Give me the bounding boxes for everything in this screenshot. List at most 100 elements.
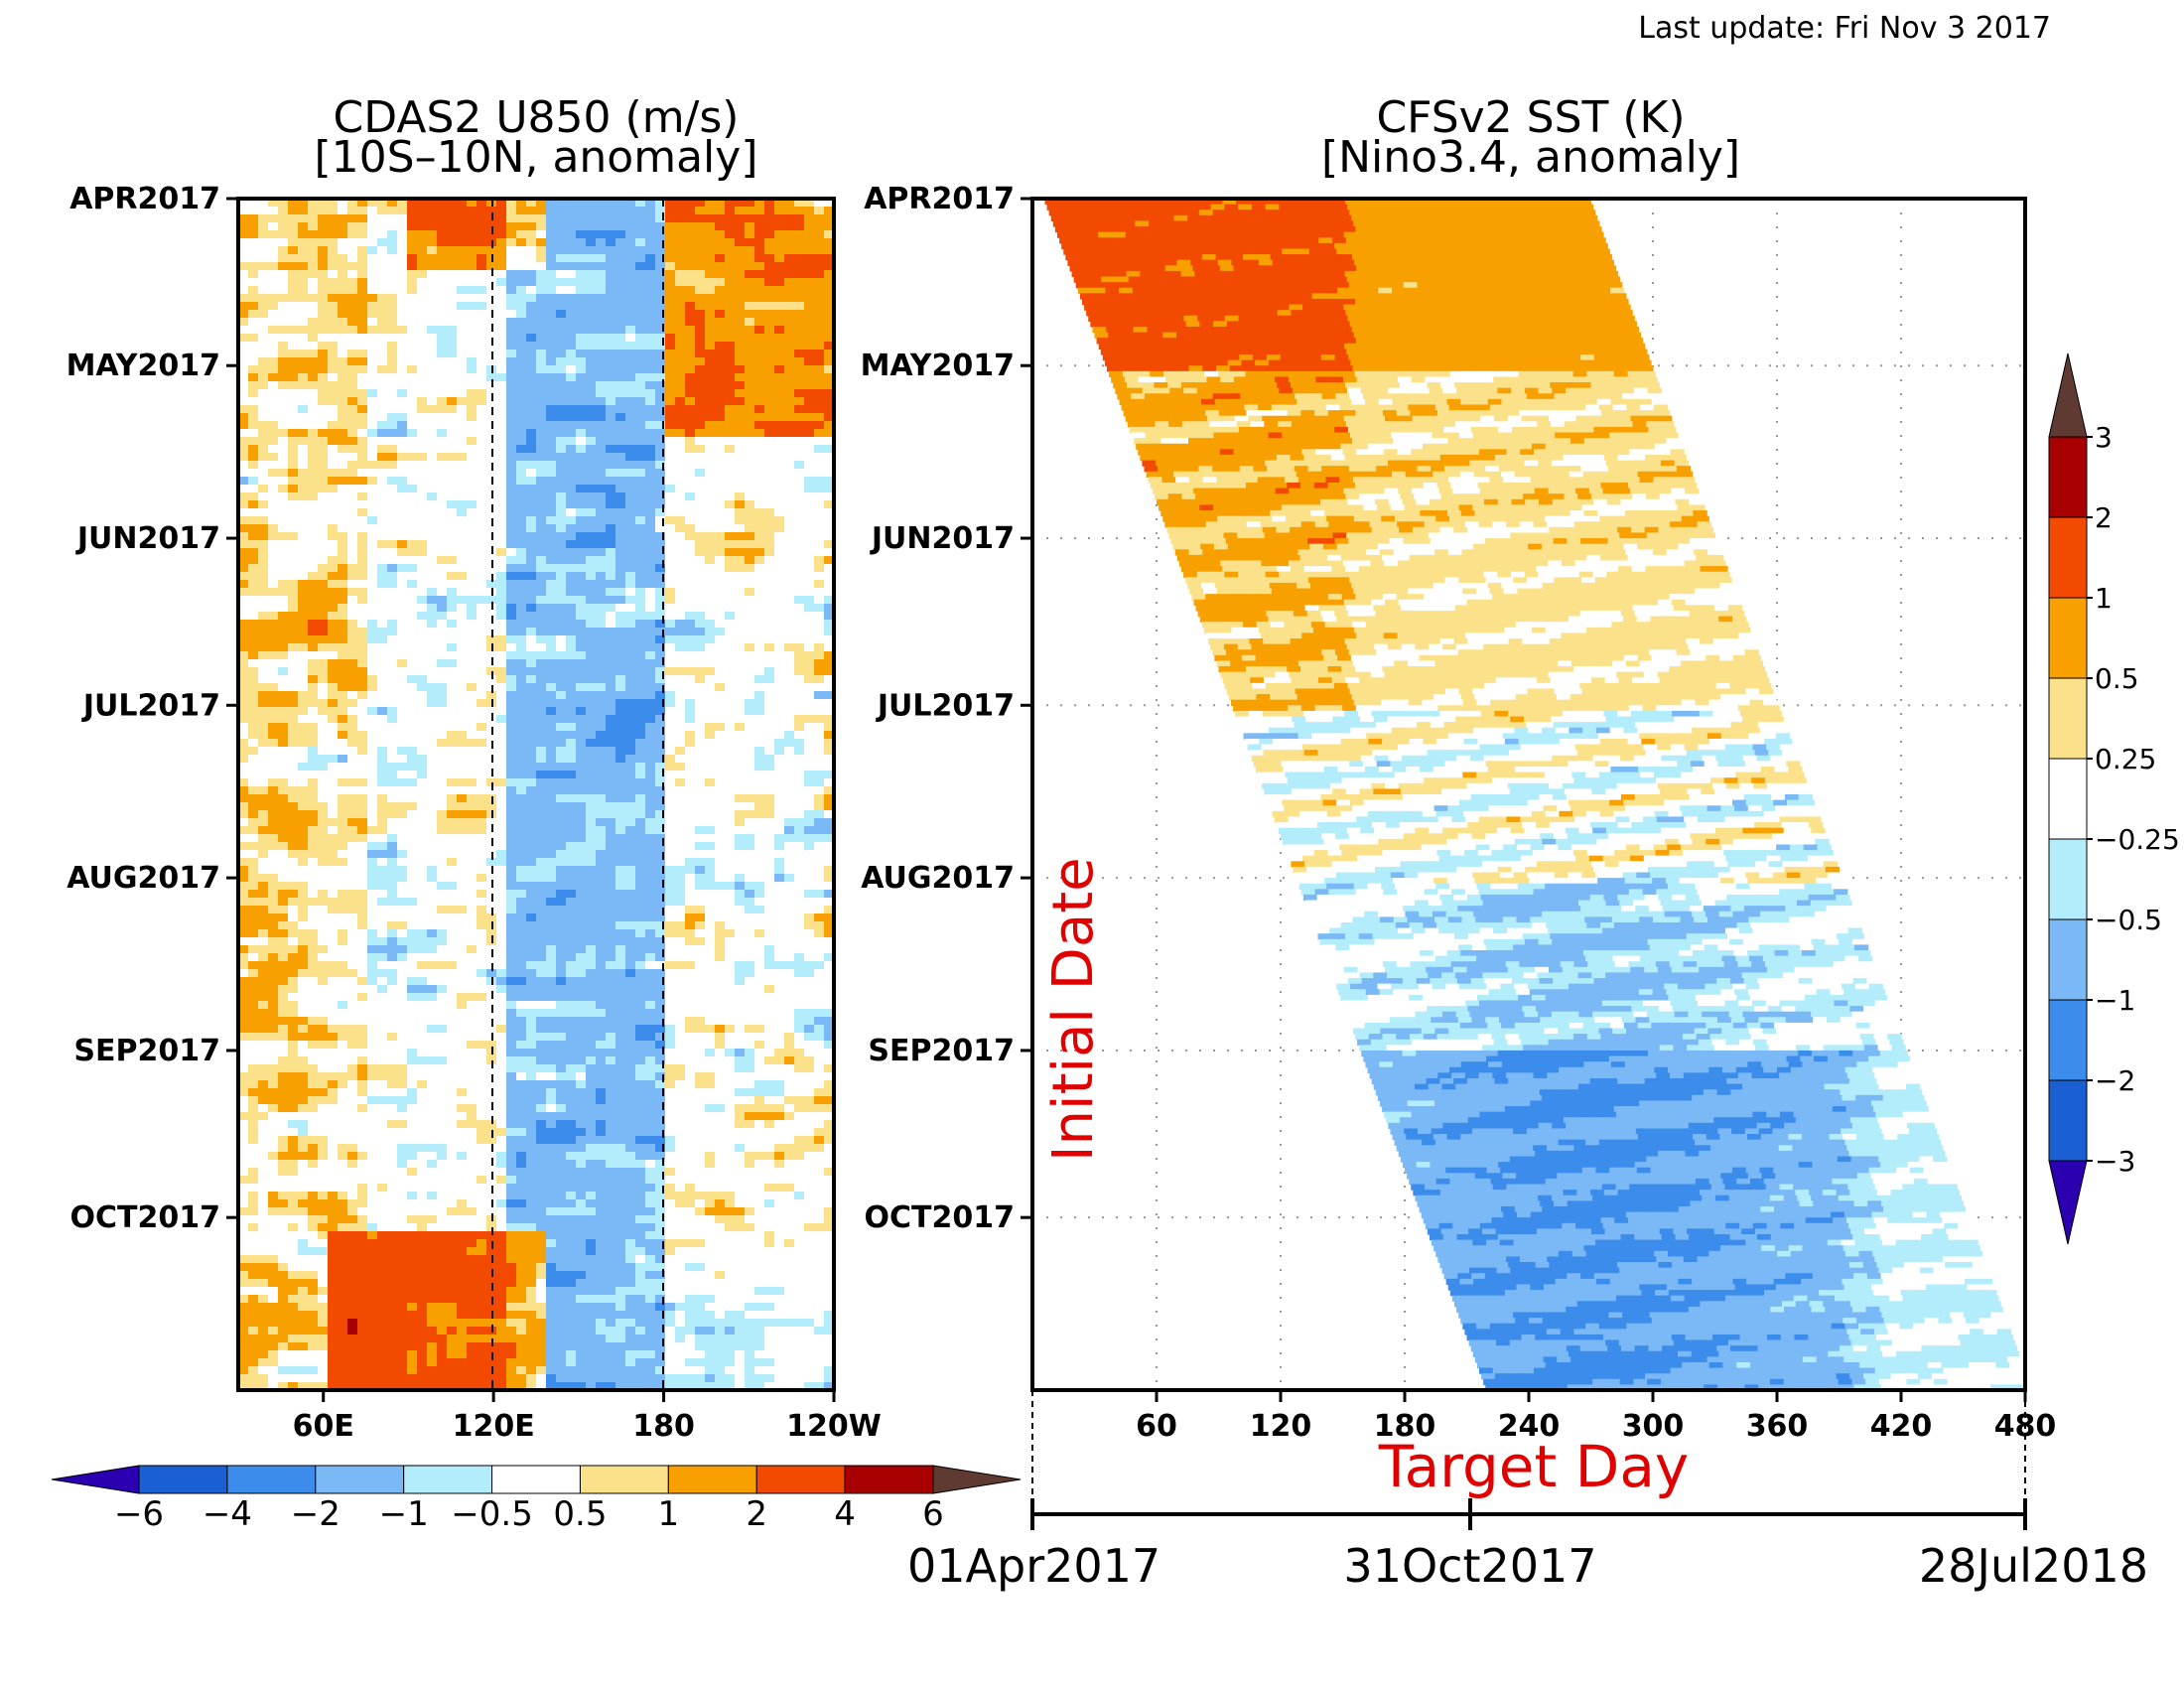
u850-cell — [308, 548, 319, 557]
u850-cell — [745, 731, 755, 740]
u850-cell — [606, 207, 616, 215]
u850-cell — [298, 254, 309, 263]
u850-cell — [675, 230, 686, 239]
u850-cell — [685, 628, 696, 636]
u850-cell — [596, 850, 607, 859]
u850-cell — [536, 683, 547, 692]
u850-cell — [596, 453, 607, 462]
u850-cell — [457, 508, 468, 517]
u850-cell — [417, 477, 428, 486]
u850-cell — [735, 572, 746, 581]
u850-cell — [804, 365, 815, 374]
u850-cell — [546, 675, 557, 684]
u850-cell — [457, 771, 468, 779]
u850-cell — [308, 572, 319, 581]
u850-cell — [318, 246, 329, 255]
u850-cell — [566, 238, 577, 247]
u850-cell — [675, 524, 686, 533]
u850-cell — [377, 318, 388, 327]
u850-cell — [338, 310, 348, 319]
u850-cell — [685, 199, 696, 208]
u850-cell — [278, 604, 289, 613]
u850-cell — [248, 707, 259, 716]
u850-cell — [606, 771, 616, 779]
u850-cell — [685, 691, 696, 700]
u850-cell — [258, 214, 269, 223]
u850-cell — [457, 453, 468, 462]
u850-cell — [417, 763, 428, 772]
u850-cell — [506, 508, 517, 517]
u850-cell — [308, 659, 319, 668]
u850-cell — [745, 207, 755, 215]
u850-cell — [248, 238, 259, 247]
u850-cell — [675, 707, 686, 716]
u850-cell — [268, 604, 279, 613]
u850-cell — [387, 405, 398, 414]
u850-cell — [774, 262, 785, 271]
u850-cell — [596, 326, 607, 335]
u850-cell — [695, 675, 706, 684]
u850-cell — [437, 207, 448, 215]
u850-cell — [387, 207, 398, 215]
u850-cell — [725, 604, 736, 613]
u850-cell — [278, 485, 289, 493]
u850-cell — [526, 612, 537, 621]
u850-cell — [397, 635, 408, 644]
u850-cell — [745, 771, 755, 779]
u850-cell — [814, 492, 825, 501]
u850-cell — [467, 810, 478, 819]
u850-cell — [238, 350, 249, 358]
u850-cell — [248, 429, 259, 438]
u850-cell — [318, 643, 329, 652]
u850-cell — [506, 699, 517, 708]
u850-cell — [705, 334, 716, 343]
u850-cell — [477, 786, 487, 795]
u850-cell — [556, 763, 567, 772]
u850-cell — [705, 771, 716, 779]
u850-cell — [486, 620, 497, 629]
u850-cell — [735, 524, 746, 533]
u850-cell — [705, 508, 716, 517]
u850-cell — [615, 794, 626, 803]
u850-cell — [754, 492, 765, 501]
u850-cell — [824, 461, 835, 470]
u850-cell — [328, 270, 339, 279]
u850-cell — [407, 723, 418, 732]
u850-cell — [586, 612, 597, 621]
u850-cell — [278, 834, 289, 843]
u850-cell — [596, 620, 607, 629]
u850-cell — [536, 500, 547, 509]
u850-cell — [357, 445, 368, 454]
u850-cell — [715, 540, 726, 549]
u850-cell — [258, 763, 269, 772]
u850-cell — [328, 207, 339, 215]
u850-cell — [556, 755, 567, 764]
u850-cell — [496, 675, 507, 684]
u850-cell — [457, 207, 468, 215]
u850-cell — [338, 794, 348, 803]
u850-cell — [546, 771, 557, 779]
u850-cell — [318, 818, 329, 827]
u850-cell — [427, 778, 438, 787]
u850-cell — [496, 635, 507, 644]
u850-cell — [764, 373, 775, 382]
u850-cell — [397, 485, 408, 493]
u850-cell — [586, 818, 597, 827]
u850-cell — [417, 818, 428, 827]
u850-cell — [506, 294, 517, 303]
u850-cell — [407, 667, 418, 676]
u850-cell — [764, 461, 775, 470]
u850-cell — [635, 691, 646, 700]
u850-cell — [635, 635, 646, 644]
u850-cell — [357, 731, 368, 740]
u850-cell — [248, 683, 259, 692]
u850-cell — [417, 659, 428, 668]
u850-cell — [645, 350, 656, 358]
u850-cell — [715, 834, 726, 843]
u850-cell — [486, 524, 497, 533]
u850-cell — [516, 461, 527, 470]
u850-cell — [377, 508, 388, 517]
u850-cell — [735, 381, 746, 390]
u850-cell — [357, 651, 368, 660]
u850-cell — [248, 342, 259, 351]
